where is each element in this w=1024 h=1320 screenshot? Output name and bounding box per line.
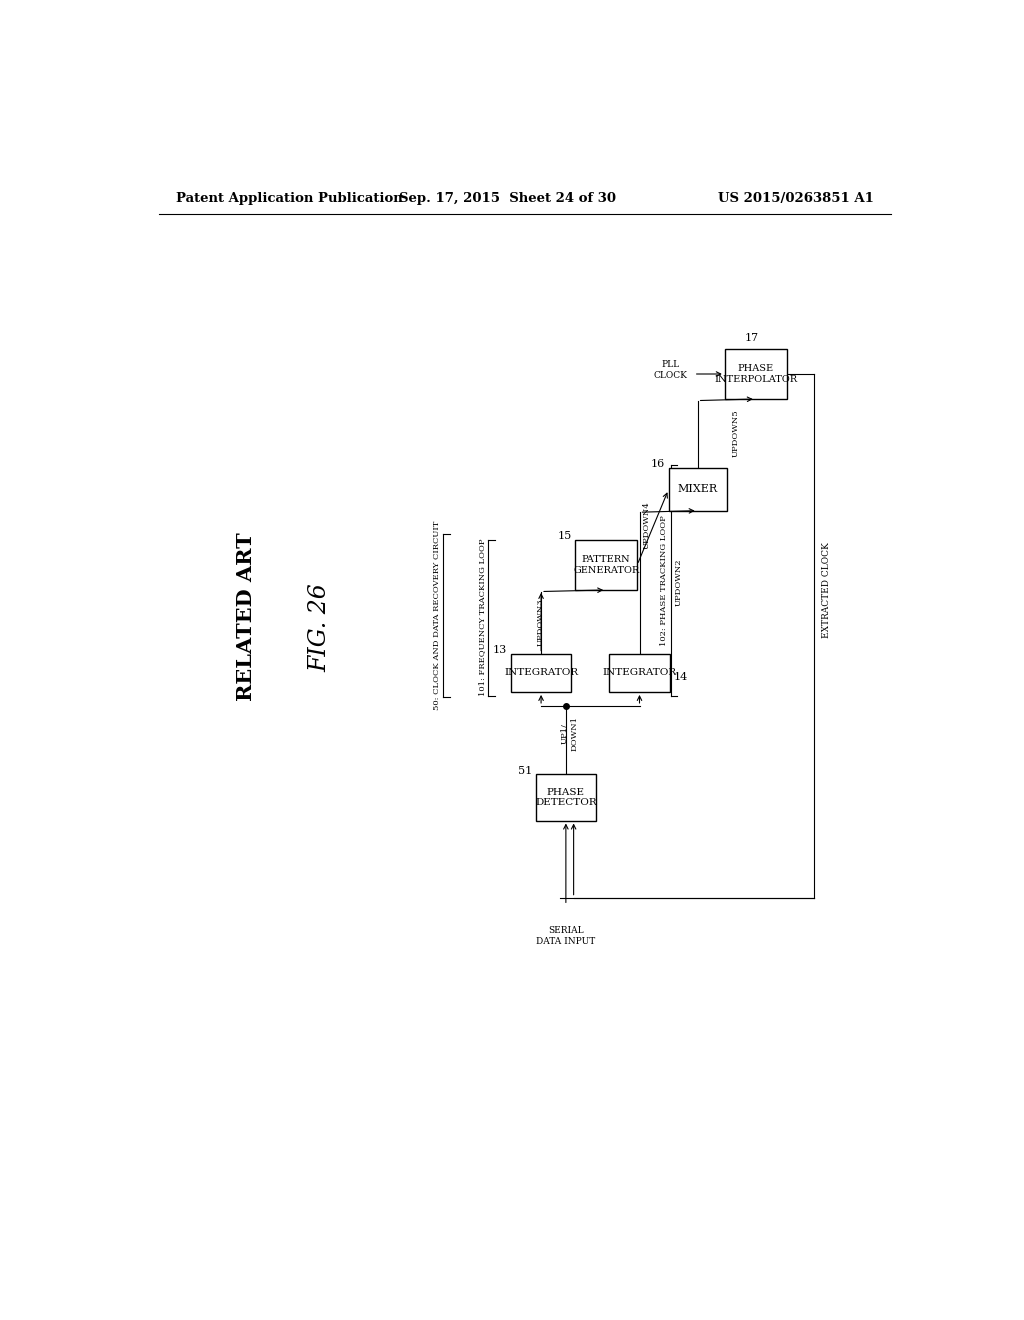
Text: RELATED ART: RELATED ART bbox=[236, 532, 256, 701]
Text: PLL
CLOCK: PLL CLOCK bbox=[653, 360, 687, 380]
Text: UPDOWN2: UPDOWN2 bbox=[675, 558, 683, 606]
Bar bbox=[609, 653, 670, 692]
Text: INTEGRATOR: INTEGRATOR bbox=[602, 668, 677, 677]
Text: 50: CLOCK AND DATA RECOVERY CIRCUIT: 50: CLOCK AND DATA RECOVERY CIRCUIT bbox=[433, 521, 441, 710]
Bar bbox=[725, 348, 786, 399]
Bar bbox=[669, 469, 727, 511]
Text: SERIAL
DATA INPUT: SERIAL DATA INPUT bbox=[537, 927, 596, 946]
Text: 13: 13 bbox=[493, 644, 507, 655]
Text: UP1/
DOWN1: UP1/ DOWN1 bbox=[561, 715, 579, 751]
Text: UPDOWN5: UPDOWN5 bbox=[732, 411, 740, 458]
Text: 14: 14 bbox=[674, 672, 688, 681]
Text: 101: FREQUENCY TRACKING LOOP: 101: FREQUENCY TRACKING LOOP bbox=[478, 539, 486, 697]
Text: UPDOWN4: UPDOWN4 bbox=[642, 502, 650, 549]
Text: MIXER: MIXER bbox=[678, 484, 718, 495]
Text: 102: PHASE TRACKING LOOP: 102: PHASE TRACKING LOOP bbox=[660, 515, 669, 645]
Text: PATTERN
GENERATOR: PATTERN GENERATOR bbox=[573, 556, 639, 574]
Bar bbox=[536, 775, 596, 821]
Text: US 2015/0263851 A1: US 2015/0263851 A1 bbox=[718, 191, 873, 205]
Text: 51: 51 bbox=[518, 766, 531, 776]
Text: FIG. 26: FIG. 26 bbox=[308, 583, 332, 672]
Text: Sep. 17, 2015  Sheet 24 of 30: Sep. 17, 2015 Sheet 24 of 30 bbox=[399, 191, 616, 205]
Text: Patent Application Publication: Patent Application Publication bbox=[176, 191, 402, 205]
Text: 17: 17 bbox=[744, 333, 759, 343]
Text: 16: 16 bbox=[650, 459, 665, 470]
Text: PHASE
INTERPOLATOR: PHASE INTERPOLATOR bbox=[714, 364, 798, 384]
Bar bbox=[575, 540, 637, 590]
Text: UPDOWN3: UPDOWN3 bbox=[537, 598, 545, 645]
Text: 15: 15 bbox=[557, 531, 571, 541]
Text: EXTRACTED CLOCK: EXTRACTED CLOCK bbox=[821, 541, 830, 638]
Text: PHASE
DETECTOR: PHASE DETECTOR bbox=[536, 788, 597, 808]
Bar bbox=[511, 653, 571, 692]
Text: INTEGRATOR: INTEGRATOR bbox=[504, 668, 579, 677]
